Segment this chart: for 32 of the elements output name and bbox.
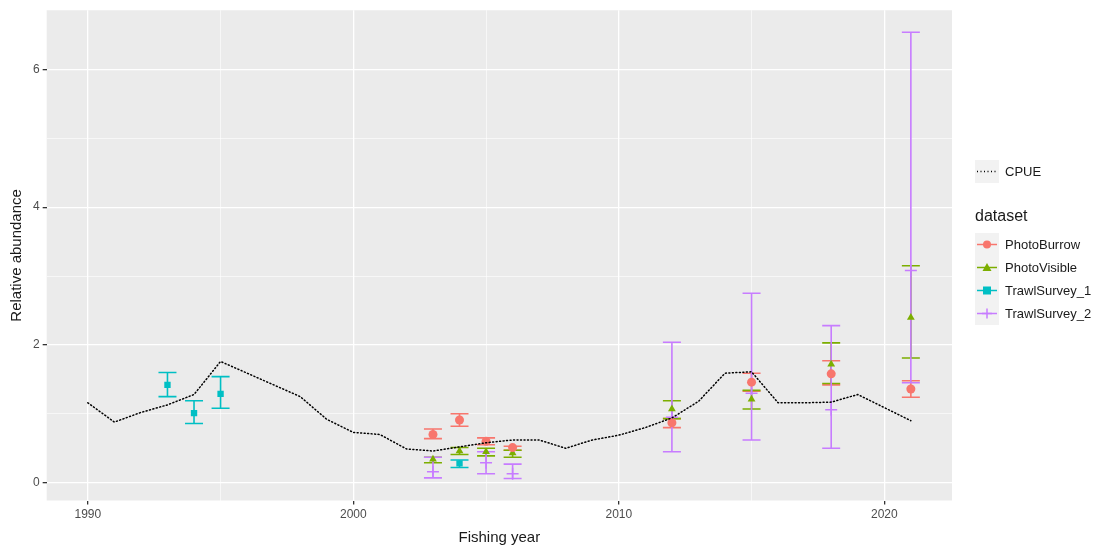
x-tick-label: 1990	[74, 507, 102, 522]
point	[479, 455, 493, 470]
point	[904, 263, 918, 278]
point	[747, 394, 756, 402]
legend-label: PhotoBurrow	[1005, 237, 1081, 252]
point	[164, 381, 171, 389]
line-series	[87, 360, 912, 452]
y-tick-label: 4	[32, 199, 40, 214]
x-axis-title: Fishing year	[458, 528, 541, 546]
point	[824, 402, 838, 417]
y-tick-label: 6	[32, 61, 40, 76]
x-tick-label: 2010	[605, 507, 633, 522]
legend-label: PhotoVisible	[1005, 260, 1078, 275]
legend-label: TrawlSurvey_1	[1005, 283, 1092, 298]
point	[667, 418, 677, 428]
x-tick-label: 2020	[870, 507, 898, 522]
point	[826, 369, 836, 379]
legend-label: CPUE	[1005, 164, 1042, 179]
point	[668, 404, 676, 412]
point	[482, 447, 490, 454]
point	[428, 429, 438, 439]
y-tick-label: 0	[32, 475, 40, 489]
point	[906, 312, 915, 320]
legend-label: TrawlSurvey_2	[1005, 306, 1092, 321]
point	[456, 460, 463, 467]
point	[429, 454, 437, 462]
legend-title: dataset	[975, 207, 1029, 225]
point	[508, 443, 518, 453]
point	[217, 390, 224, 398]
x-tick-label: 2000	[339, 507, 367, 522]
y-tick-label: 2	[32, 337, 40, 352]
y-axis-title: Relative abundance	[7, 189, 25, 322]
